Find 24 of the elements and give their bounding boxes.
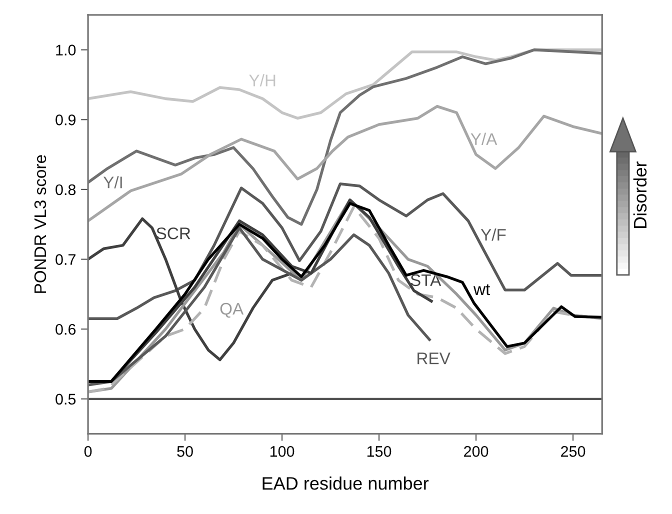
series-label: Y/A	[470, 132, 498, 146]
x-axis-title: EAD residue number	[262, 476, 429, 490]
series-label: QA	[220, 302, 244, 318]
y-tick-label: 0.6	[56, 324, 76, 335]
y-tick-label: 1.0	[56, 44, 76, 56]
series-label: wt	[473, 284, 490, 296]
x-tick-label: 100	[270, 446, 294, 457]
x-tick-label: 50	[177, 446, 193, 457]
y-tick-label: 0.8	[56, 184, 76, 196]
series-label: REV	[418, 352, 450, 364]
y-tick-label: 0.5	[56, 394, 76, 405]
series-label: SCR	[156, 228, 190, 240]
y-tick-label: 0.9	[56, 114, 76, 126]
text: Disorder	[633, 162, 647, 228]
x-tick-label: 250	[561, 446, 586, 457]
y-axis-title: PONDR VL3 score	[34, 155, 46, 293]
x-tick-label: 0	[84, 446, 92, 457]
series-label: STA	[410, 274, 442, 286]
series-label: Y/I	[103, 176, 122, 188]
x-tick-label: 200	[464, 446, 488, 457]
series-label: Y/H	[249, 74, 276, 86]
x-tick-label: 150	[367, 446, 392, 457]
y-tick-label: 0.7	[56, 254, 76, 265]
series-label: Y/F	[480, 228, 506, 241]
